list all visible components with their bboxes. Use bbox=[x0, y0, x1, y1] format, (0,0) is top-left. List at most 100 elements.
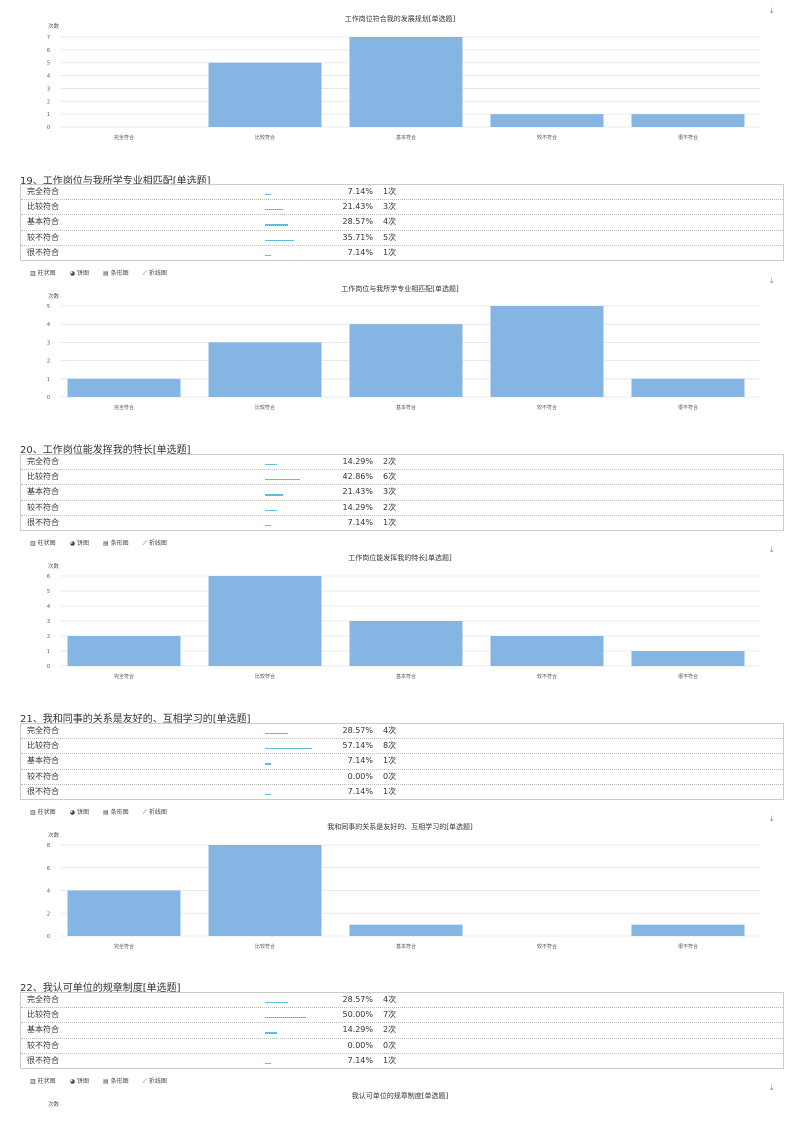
y-axis-unit: 次数 bbox=[48, 833, 60, 839]
pie-chart-icon: ◕ bbox=[69, 1078, 75, 1085]
tab-line-chart[interactable]: ⟋ 折线图 bbox=[142, 809, 167, 816]
percent-bar bbox=[265, 479, 301, 481]
count-value: 3次 bbox=[383, 202, 397, 212]
percent-bar bbox=[265, 194, 271, 196]
percent-value: 14.29% bbox=[342, 1025, 373, 1035]
percent-bar bbox=[265, 524, 271, 526]
percent-value: 21.43% bbox=[342, 487, 373, 497]
line-chart-icon: ⟋ bbox=[142, 270, 147, 277]
count-value: 1次 bbox=[383, 786, 397, 796]
bar-chart-icon: ▥ bbox=[30, 270, 36, 277]
y-axis-unit: 次数 bbox=[48, 24, 60, 30]
tab-line-chart[interactable]: ⟋ 折线图 bbox=[142, 540, 167, 547]
count-value: 6次 bbox=[383, 472, 397, 482]
tab-hbar-chart[interactable]: ▤ 条形图 bbox=[102, 1078, 129, 1085]
y-tick-label: 5 bbox=[47, 589, 50, 595]
percent-bar bbox=[265, 224, 289, 226]
count-value: 0次 bbox=[383, 771, 397, 781]
y-tick-label: 1 bbox=[47, 377, 50, 383]
option-label: 基本符合 bbox=[27, 756, 59, 766]
x-tick-label: 较不符合 bbox=[537, 134, 557, 141]
tab-pie-chart[interactable]: ◕ 饼图 bbox=[69, 270, 89, 277]
percent-value: 14.29% bbox=[342, 457, 373, 466]
table-row: 较不符合 35.71% 5次 bbox=[21, 231, 783, 246]
x-tick-label: 比较符合 bbox=[255, 673, 275, 680]
percent-value: 7.14% bbox=[347, 517, 373, 527]
count-value: 7次 bbox=[383, 1010, 397, 1020]
tab-bar-chart[interactable]: ▥ 柱状图 bbox=[30, 1078, 56, 1085]
option-label: 较不符合 bbox=[27, 1040, 59, 1050]
tab-hbar-chart[interactable]: ▤ 条形图 bbox=[102, 270, 129, 277]
tab-hbar-chart[interactable]: ▤ 条形图 bbox=[102, 540, 129, 547]
x-tick-label: 较不符合 bbox=[537, 673, 557, 680]
percent-bar bbox=[265, 1002, 289, 1004]
download-icon[interactable]: ⤓ bbox=[770, 545, 774, 554]
table-row: 完全符合 28.57% 4次 bbox=[21, 724, 783, 740]
percent-value: 0.00% bbox=[347, 1040, 373, 1050]
y-tick-label: 0 bbox=[47, 934, 50, 940]
hbar-chart-icon: ▤ bbox=[102, 1078, 109, 1085]
table-row: 比较符合 42.86% 6次 bbox=[21, 470, 783, 486]
table-row: 很不符合 7.14% 1次 bbox=[21, 516, 783, 530]
y-tick-label: 6 bbox=[47, 866, 50, 872]
x-tick-label: 比较符合 bbox=[255, 943, 275, 950]
download-icon[interactable]: ⤓ bbox=[770, 6, 774, 15]
table-row: 完全符合 28.57% 4次 bbox=[21, 993, 783, 1009]
bar-chart-icon: ▥ bbox=[30, 1078, 36, 1085]
percent-bar bbox=[265, 1062, 271, 1064]
x-tick-label: 比较符合 bbox=[255, 134, 275, 141]
table-row: 完全符合 14.29% 2次 bbox=[21, 455, 783, 471]
question-title: 22、我认可单位的规章制度[单选题] bbox=[20, 983, 181, 994]
download-icon[interactable]: ⤓ bbox=[770, 1083, 774, 1092]
count-value: 1次 bbox=[383, 187, 397, 196]
percent-value: 7.14% bbox=[347, 756, 373, 766]
x-tick-label: 很不符合 bbox=[678, 134, 698, 141]
count-value: 2次 bbox=[383, 502, 397, 512]
percent-value: 28.57% bbox=[342, 217, 373, 227]
y-tick-label: 6 bbox=[47, 574, 50, 580]
count-value: 2次 bbox=[383, 1025, 397, 1035]
download-icon[interactable]: ⤓ bbox=[770, 814, 774, 823]
y-tick-label: 1 bbox=[47, 112, 50, 118]
tab-bar-chart[interactable]: ▥ 柱状图 bbox=[30, 270, 56, 277]
x-tick-label: 基本符合 bbox=[396, 134, 416, 141]
tab-pie-chart[interactable]: ◕ 饼图 bbox=[69, 540, 89, 547]
option-label: 完全符合 bbox=[27, 457, 59, 466]
table-row: 基本符合 21.43% 3次 bbox=[21, 485, 783, 501]
tab-bar-chart[interactable]: ▥ 柱状图 bbox=[30, 809, 56, 816]
x-tick-label: 较不符合 bbox=[537, 404, 557, 411]
percent-value: 0.00% bbox=[347, 771, 373, 781]
x-tick-label: 基本符合 bbox=[396, 943, 416, 950]
y-tick-label: 0 bbox=[47, 664, 50, 670]
option-label: 很不符合 bbox=[27, 517, 59, 527]
count-value: 1次 bbox=[383, 1055, 397, 1065]
tab-line-chart[interactable]: ⟋ 折线图 bbox=[142, 1078, 167, 1085]
y-tick-label: 4 bbox=[47, 604, 50, 610]
percent-bar bbox=[265, 509, 277, 511]
option-label: 比较符合 bbox=[27, 472, 59, 482]
tab-pie-chart[interactable]: ◕ 饼图 bbox=[69, 1078, 89, 1085]
hbar-chart-icon: ▤ bbox=[102, 809, 109, 816]
percent-value: 7.14% bbox=[347, 786, 373, 796]
y-tick-label: 0 bbox=[47, 125, 50, 131]
bar-很不符合 bbox=[631, 924, 745, 936]
bar-chart-icon: ▥ bbox=[30, 540, 36, 547]
tab-hbar-chart[interactable]: ▤ 条形图 bbox=[102, 809, 129, 816]
y-tick-label: 5 bbox=[47, 304, 50, 310]
x-tick-label: 很不符合 bbox=[678, 673, 698, 680]
download-icon[interactable]: ⤓ bbox=[770, 276, 774, 285]
bar-chart: 0 2 4 6 8 完全符合 比较符合 基本符合 较不符合 很不符合 bbox=[47, 843, 760, 950]
chart-type-tabs: ▥ 柱状图 ◕ 饼图 ▤ 条形图 ⟋ 折线图 bbox=[30, 538, 181, 548]
table-row: 完全符合 7.14% 1次 bbox=[21, 185, 783, 201]
count-value: 1次 bbox=[383, 247, 397, 257]
line-chart-icon: ⟋ bbox=[142, 1078, 147, 1085]
table-row: 较不符合 0.00% 0次 bbox=[21, 1039, 783, 1054]
percent-bar bbox=[265, 763, 271, 765]
option-label: 完全符合 bbox=[27, 187, 59, 196]
tab-bar-chart[interactable]: ▥ 柱状图 bbox=[30, 540, 56, 547]
tab-pie-chart[interactable]: ◕ 饼图 bbox=[69, 809, 89, 816]
tab-line-chart[interactable]: ⟋ 折线图 bbox=[142, 270, 167, 277]
x-tick-label: 基本符合 bbox=[396, 673, 416, 680]
y-tick-label: 3 bbox=[47, 340, 50, 346]
option-label: 很不符合 bbox=[27, 1055, 59, 1065]
